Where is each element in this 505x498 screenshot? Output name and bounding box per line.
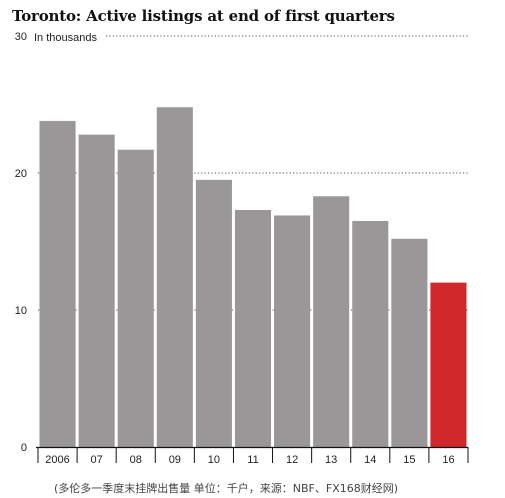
bar-10: [195, 179, 232, 447]
y-tick-label-20: 20: [15, 168, 27, 180]
bar-09: [156, 107, 193, 448]
bar-11: [234, 209, 272, 447]
y-tick-label-10: 10: [15, 305, 27, 317]
x-tick-label-16: 16: [442, 454, 454, 466]
bar-07: [78, 134, 115, 447]
x-tick-label-14: 14: [364, 454, 376, 466]
x-tick-label-2006: 2006: [45, 454, 69, 466]
x-tick-label-12: 12: [286, 454, 298, 466]
x-tick-label-15: 15: [403, 454, 415, 466]
x-tick-label-09: 09: [169, 454, 181, 466]
x-tick-label-07: 07: [91, 454, 103, 466]
axes: 0 10 20 30 2006 07 08 09 10 11 12 13 14 15 16: [15, 31, 469, 466]
y-axis-label: In thousands: [34, 32, 97, 44]
chart-title: Toronto: Active listings at end of first…: [12, 7, 395, 25]
bar-16: [430, 282, 467, 447]
x-tick-label-10: 10: [208, 454, 220, 466]
x-tick-label-13: 13: [325, 454, 337, 466]
source-note: (多伦多一季度末挂牌出售量 单位：千户，来源：NBF、FX168财经网): [54, 482, 399, 495]
y-tick-label-0: 0: [21, 442, 27, 454]
bar-15: [391, 238, 428, 447]
bar-13: [313, 196, 350, 447]
x-tick-label-11: 11: [247, 454, 258, 466]
x-tick-label-08: 08: [130, 454, 142, 466]
y-tick-label-30: 30: [15, 31, 27, 43]
bar-2006: [39, 120, 76, 447]
bar-14: [352, 220, 389, 447]
bars: [39, 107, 467, 448]
bar-12: [274, 215, 311, 447]
bar-08: [117, 149, 154, 447]
